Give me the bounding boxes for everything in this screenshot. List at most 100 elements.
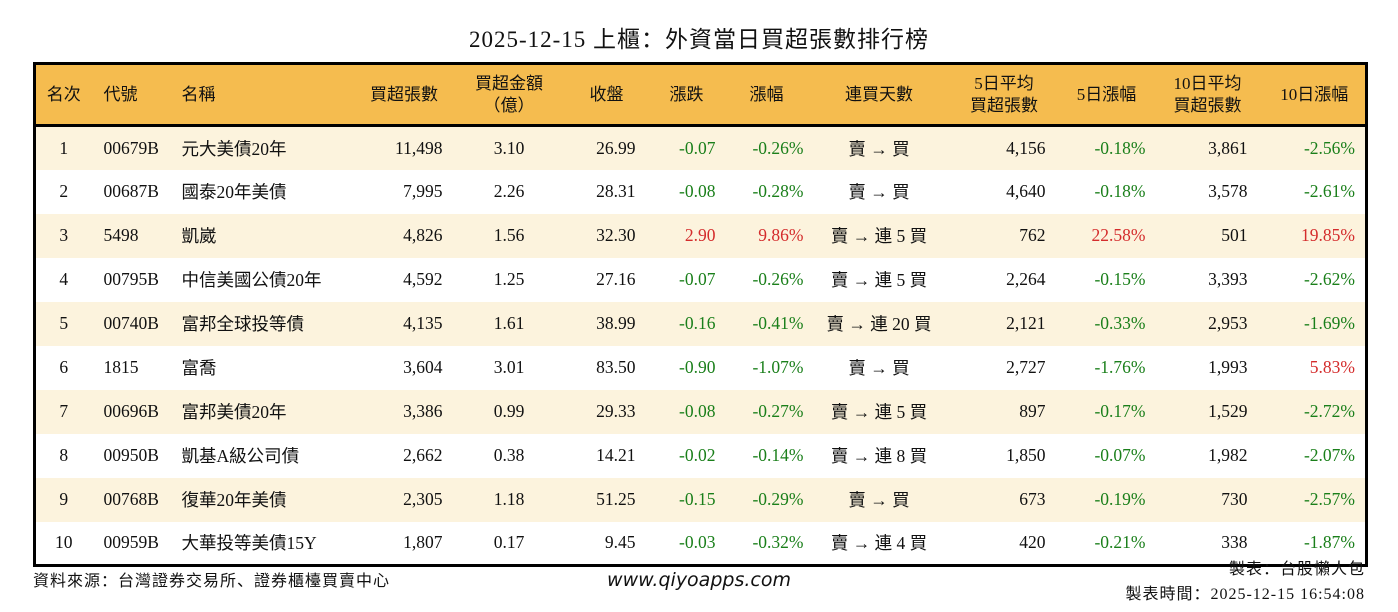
cell-stock-name: 富邦美債20年	[181, 402, 287, 422]
cell-net-buy-amount: 1.25	[493, 269, 525, 289]
page-title: 2025-12-15 上櫃：外資當日買超張數排行榜	[468, 27, 930, 52]
col-header-stock-code: 代號	[103, 84, 138, 104]
cell-change-10day: -2.62%	[1303, 269, 1355, 289]
cell-change-percent: -0.29%	[752, 489, 804, 509]
cell-avg5-net-buy: 1,850	[1006, 445, 1046, 465]
cell-change-5day: -0.17%	[1094, 401, 1146, 421]
cell-rank: 6	[59, 357, 69, 377]
cell-close-price: 28.31	[596, 181, 636, 201]
cell-net-buy-volume: 1,807	[403, 532, 443, 553]
cell-close-price: 29.33	[596, 401, 636, 421]
cell-price-change: -0.02	[679, 445, 716, 465]
cell-buy-streak: 賣 → 買	[848, 138, 910, 159]
cell-stock-code: 00950B	[103, 445, 159, 465]
col-header-close-price: 收盤	[589, 84, 624, 104]
cell-change-percent: -1.07%	[752, 357, 804, 377]
cell-buy-streak: 賣 → 連 20 買	[826, 314, 932, 334]
cell-change-10day: -2.57%	[1303, 489, 1355, 509]
cell-net-buy-amount: 1.18	[493, 489, 525, 509]
cell-change-5day: -0.18%	[1094, 181, 1146, 201]
cell-avg5-net-buy: 2,121	[1006, 313, 1046, 333]
cell-net-buy-volume: 3,604	[403, 357, 443, 377]
cell-stock-code: 00687B	[103, 181, 159, 201]
cell-stock-name: 凱基A級公司債	[181, 446, 300, 466]
cell-rank: 4	[59, 269, 69, 289]
cell-stock-name: 大華投等美債15Y	[181, 533, 317, 554]
cell-avg5-net-buy: 4,640	[1006, 181, 1046, 201]
cell-avg10-net-buy: 1,529	[1208, 401, 1248, 421]
cell-stock-name: 中信美國公債20年	[181, 270, 322, 290]
cell-buy-streak: 賣 → 買	[848, 490, 910, 510]
cell-price-change: -0.16	[679, 313, 716, 333]
cell-close-price: 9.45	[604, 532, 636, 553]
cell-change-10day: -2.07%	[1303, 445, 1355, 465]
report-timestamp: 製表時間：2025-12-15 16:54:08	[1125, 585, 1365, 603]
cell-price-change: -0.08	[679, 181, 716, 201]
cell-stock-name: 凱崴	[181, 226, 217, 246]
cell-avg10-net-buy: 338	[1221, 532, 1248, 553]
cell-avg10-net-buy: 730	[1221, 489, 1248, 509]
cell-avg10-net-buy: 2,953	[1208, 313, 1248, 333]
cell-change-percent: -0.26%	[752, 137, 804, 158]
cell-stock-code: 00740B	[103, 313, 159, 333]
cell-net-buy-amount: 1.61	[493, 313, 525, 333]
cell-stock-name: 富邦全球投等債	[181, 314, 305, 334]
col-header-net-buy-volume: 買超張數	[370, 84, 438, 104]
col-header-avg5-net-buy: 5日平均 買超張數	[970, 74, 1038, 115]
cell-net-buy-volume: 11,498	[395, 137, 443, 158]
cell-rank: 1	[59, 137, 69, 158]
data-source-note: 資料來源：台灣證券交易所、證券櫃檯買賣中心	[33, 573, 391, 590]
table-row: 3 5498 凱崴 4,826 1.56 32.30 2.90 9.86% 賣 → 連 5 買 7…	[34, 213, 1367, 258]
cell-change-5day: -0.07%	[1094, 445, 1146, 465]
cell-change-percent: -0.28%	[752, 181, 804, 201]
cell-buy-streak: 賣 → 連 4 買	[830, 533, 928, 554]
cell-buy-streak: 賣 → 連 5 買	[830, 226, 928, 246]
cell-buy-streak: 賣 → 連 8 買	[830, 446, 928, 466]
cell-avg10-net-buy: 1,982	[1208, 445, 1248, 465]
cell-rank: 9	[59, 489, 69, 509]
cell-close-price: 83.50	[596, 357, 636, 377]
cell-buy-streak: 賣 → 連 5 買	[830, 270, 928, 290]
cell-avg10-net-buy: 3,861	[1208, 137, 1248, 158]
cell-close-price: 51.25	[596, 489, 636, 509]
col-header-change-5day: 5日漲幅	[1076, 84, 1137, 104]
cell-net-buy-amount: 0.17	[493, 532, 525, 553]
cell-change-10day: -1.69%	[1303, 313, 1355, 333]
cell-net-buy-amount: 0.99	[493, 401, 525, 421]
cell-buy-streak: 賣 → 連 5 買	[830, 402, 928, 422]
cell-avg10-net-buy: 1,993	[1208, 357, 1248, 377]
cell-avg5-net-buy: 420	[1019, 532, 1046, 553]
cell-net-buy-amount: 2.26	[493, 181, 525, 201]
table-row: 1 00679B 元大美債20年 11,498 3.10 26.99 -0.07 -0.26%…	[34, 125, 1367, 170]
cell-stock-code: 00795B	[103, 269, 159, 289]
report-credits: 製表：台股懶人包 製表時間：2025-12-15 16:54:08	[1125, 558, 1365, 608]
cell-stock-code: 00679B	[103, 137, 159, 158]
cell-net-buy-volume: 2,662	[403, 445, 443, 465]
cell-change-percent: -0.32%	[752, 532, 804, 553]
cell-change-10day: 19.85%	[1301, 225, 1355, 245]
cell-avg5-net-buy: 4,156	[1006, 137, 1046, 158]
col-header-change-percent: 漲幅	[749, 84, 784, 104]
table-header: 名次 代號 名稱 買超張數 買超金額 （億） 收盤 漲跌 漲幅 連買天數 5日平均 買超張數 5日漲幅 1…	[34, 63, 1367, 126]
col-header-rank: 名次	[46, 84, 81, 104]
table-body: 1 00679B 元大美債20年 11,498 3.10 26.99 -0.07 -0.26%…	[34, 125, 1367, 566]
cell-change-percent: 9.86%	[758, 225, 804, 245]
cell-change-10day: 5.83%	[1309, 357, 1355, 377]
cell-rank: 7	[59, 401, 69, 421]
cell-price-change: -0.03	[679, 532, 716, 553]
cell-avg5-net-buy: 897	[1019, 401, 1046, 421]
cell-net-buy-volume: 7,995	[403, 181, 443, 201]
cell-stock-name: 國泰20年美債	[181, 182, 287, 202]
cell-avg5-net-buy: 2,727	[1006, 357, 1046, 377]
cell-rank: 10	[55, 532, 73, 553]
table-row: 4 00795B 中信美國公債20年 4,592 1.25 27.16 -0.07 -0.26…	[34, 257, 1367, 302]
cell-change-10day: -1.87%	[1303, 532, 1355, 553]
cell-change-5day: -0.33%	[1094, 313, 1146, 333]
cell-stock-code: 00696B	[103, 401, 159, 421]
table-row: 6 1815 富喬 3,604 3.01 83.50 -0.90 -1.07% 賣 → 買 2,7…	[34, 345, 1367, 390]
cell-price-change: -0.90	[679, 357, 716, 377]
cell-change-5day: -0.18%	[1094, 137, 1146, 158]
cell-net-buy-volume: 2,305	[403, 489, 443, 509]
cell-stock-code: 00959B	[103, 532, 159, 553]
cell-close-price: 32.30	[596, 225, 636, 245]
